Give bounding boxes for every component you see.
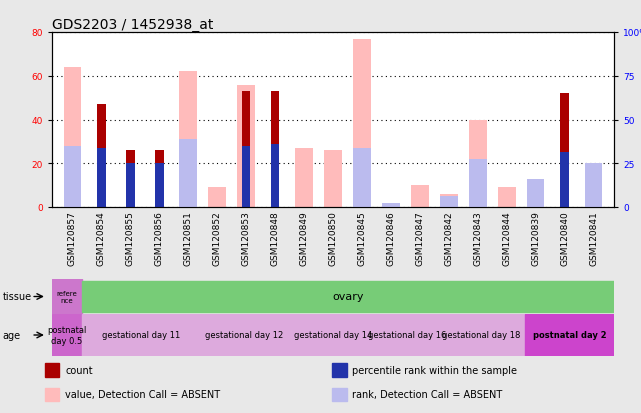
FancyBboxPatch shape (81, 281, 614, 313)
Bar (200, 314, 288, 356)
Text: GSM120844: GSM120844 (503, 211, 512, 266)
Text: refere
nce: refere nce (56, 290, 77, 303)
Bar (81, 314, 200, 356)
Bar (412, 186, 429, 207)
Text: gestational day 14: gestational day 14 (294, 331, 372, 339)
Bar (437, 314, 525, 356)
Bar (498, 188, 515, 207)
Text: GSM120852: GSM120852 (213, 211, 222, 266)
Bar (97, 105, 106, 207)
Text: GSM120850: GSM120850 (328, 211, 338, 266)
Bar (52, 314, 81, 356)
Text: gestational day 18: gestational day 18 (442, 331, 520, 339)
FancyBboxPatch shape (52, 279, 81, 314)
Text: gestational day 16: gestational day 16 (368, 331, 446, 339)
Text: percentile rank within the sample: percentile rank within the sample (353, 365, 517, 375)
Text: gestational day 12: gestational day 12 (205, 331, 283, 339)
Bar (353, 40, 370, 207)
Text: GSM120851: GSM120851 (184, 211, 193, 266)
Bar (585, 164, 603, 207)
Bar (126, 164, 135, 207)
Bar (527, 179, 544, 207)
Text: GSM120845: GSM120845 (358, 211, 367, 266)
Text: GSM120847: GSM120847 (415, 211, 424, 266)
Bar (332, 363, 347, 377)
Text: GSM120848: GSM120848 (271, 211, 279, 266)
Text: GSM120854: GSM120854 (97, 211, 106, 266)
Bar (382, 203, 399, 207)
Bar (271, 144, 279, 207)
Bar (469, 159, 487, 207)
Bar (63, 146, 81, 207)
Bar (560, 153, 569, 207)
Bar (271, 92, 279, 207)
Bar (527, 188, 544, 207)
Text: value, Detection Call = ABSENT: value, Detection Call = ABSENT (65, 389, 220, 399)
Text: GSM120857: GSM120857 (68, 211, 77, 266)
Text: GSM120853: GSM120853 (242, 211, 251, 266)
Bar (208, 188, 226, 207)
Text: age: age (3, 330, 21, 340)
Text: GSM120843: GSM120843 (473, 211, 482, 266)
Text: GSM120846: GSM120846 (387, 211, 395, 266)
Bar (560, 94, 569, 207)
Bar (296, 149, 313, 207)
Bar (126, 151, 135, 207)
Text: GSM120840: GSM120840 (560, 211, 569, 266)
Text: GSM120839: GSM120839 (531, 211, 540, 266)
Bar (179, 72, 197, 207)
Bar (288, 314, 378, 356)
Text: GSM120849: GSM120849 (299, 211, 308, 266)
Text: postnatal day 2: postnatal day 2 (533, 331, 606, 339)
Bar (45, 388, 60, 401)
Bar (469, 120, 487, 207)
Bar (525, 314, 614, 356)
Bar (63, 68, 81, 207)
Bar (324, 151, 342, 207)
Text: GSM120841: GSM120841 (589, 211, 598, 266)
Text: tissue: tissue (3, 292, 31, 302)
Bar (440, 197, 458, 207)
Text: GDS2203 / 1452938_at: GDS2203 / 1452938_at (52, 18, 213, 32)
Text: GSM120856: GSM120856 (154, 211, 163, 266)
Text: ovary: ovary (332, 292, 363, 302)
Bar (440, 195, 458, 207)
Bar (242, 146, 251, 207)
Bar (45, 363, 60, 377)
Bar (237, 85, 254, 207)
Bar (332, 388, 347, 401)
Text: count: count (65, 365, 93, 375)
Bar (155, 164, 163, 207)
Bar (242, 92, 251, 207)
Bar (97, 149, 106, 207)
Bar (353, 149, 370, 207)
Bar (585, 171, 603, 207)
Text: postnatal
day 0.5: postnatal day 0.5 (47, 325, 87, 345)
Bar (179, 140, 197, 207)
Bar (378, 314, 437, 356)
Text: GSM120842: GSM120842 (444, 211, 453, 266)
Text: GSM120855: GSM120855 (126, 211, 135, 266)
Bar (155, 151, 163, 207)
Text: gestational day 11: gestational day 11 (102, 331, 180, 339)
Text: rank, Detection Call = ABSENT: rank, Detection Call = ABSENT (353, 389, 503, 399)
